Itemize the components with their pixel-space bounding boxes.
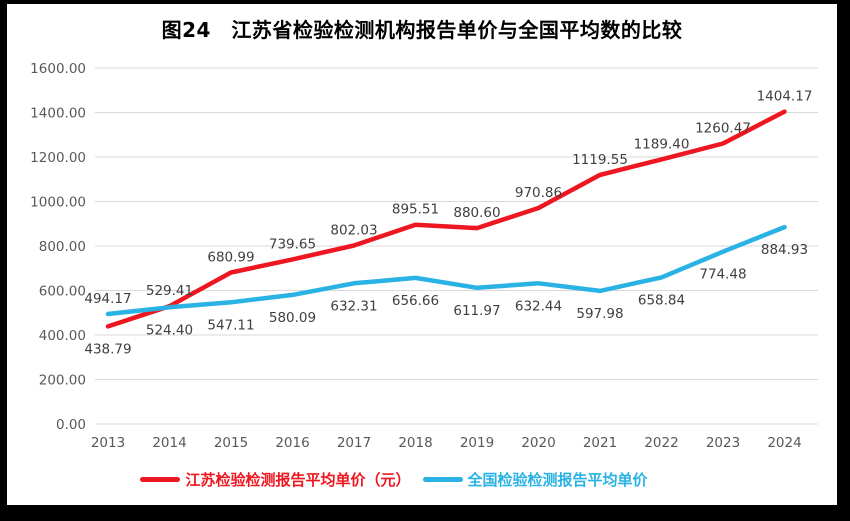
jiangsu-data-label: 802.03 bbox=[330, 223, 377, 239]
jiangsu-data-label: 680.99 bbox=[207, 249, 254, 265]
legend-item-national: 全国检验检测报告平均单价 bbox=[422, 469, 648, 490]
jiangsu-data-label: 895.51 bbox=[392, 202, 439, 218]
legend-label-national: 全国检验检测报告平均单价 bbox=[467, 471, 648, 489]
x-axis-tick-label: 2021 bbox=[583, 435, 617, 451]
jiangsu-data-label: 970.86 bbox=[515, 185, 562, 201]
national-line-swatch bbox=[422, 477, 463, 482]
y-axis-tick-label: 1200.00 bbox=[30, 150, 86, 166]
jiangsu-data-label: 1189.40 bbox=[634, 136, 690, 152]
national-data-label: 884.93 bbox=[761, 242, 808, 258]
y-axis-tick-label: 1600.00 bbox=[30, 61, 86, 77]
chart-legend: 江苏检验检测报告平均单价（元） 全国检验检测报告平均单价 bbox=[0, 469, 809, 490]
national-data-label: 632.44 bbox=[515, 298, 562, 314]
legend-item-jiangsu: 江苏检验检测报告平均单价（元） bbox=[140, 469, 411, 490]
y-axis-tick-label: 1000.00 bbox=[30, 195, 86, 211]
national-data-label: 611.97 bbox=[453, 303, 500, 319]
jiangsu-data-label: 438.79 bbox=[84, 341, 131, 357]
x-axis-tick-label: 2022 bbox=[644, 435, 678, 451]
national-data-label: 494.17 bbox=[84, 291, 131, 307]
jiangsu-data-label: 880.60 bbox=[453, 205, 500, 221]
chart-background bbox=[7, 4, 837, 505]
national-data-label: 656.66 bbox=[392, 293, 439, 309]
national-data-label: 524.40 bbox=[146, 322, 193, 338]
x-axis-tick-label: 2023 bbox=[706, 435, 740, 451]
y-axis-tick-label: 400.00 bbox=[39, 328, 86, 344]
jiangsu-line-swatch bbox=[140, 477, 181, 482]
y-axis-tick-label: 600.00 bbox=[39, 284, 86, 300]
y-axis-tick-label: 0.00 bbox=[56, 417, 86, 433]
x-axis-tick-label: 2016 bbox=[275, 435, 309, 451]
x-axis-tick-label: 2020 bbox=[521, 435, 555, 451]
y-axis-tick-label: 200.00 bbox=[39, 373, 86, 389]
y-axis-tick-label: 800.00 bbox=[39, 239, 86, 255]
jiangsu-data-label: 529.41 bbox=[146, 283, 193, 299]
national-data-label: 580.09 bbox=[269, 310, 316, 326]
jiangsu-data-label: 1119.55 bbox=[572, 152, 628, 168]
x-axis-tick-label: 2019 bbox=[460, 435, 494, 451]
x-axis-tick-label: 2015 bbox=[214, 435, 248, 451]
national-data-label: 774.48 bbox=[699, 267, 746, 283]
national-data-label: 597.98 bbox=[576, 306, 623, 322]
x-axis-tick-label: 2017 bbox=[337, 435, 371, 451]
jiangsu-data-label: 739.65 bbox=[269, 236, 316, 252]
legend-label-jiangsu: 江苏检验检测报告平均单价（元） bbox=[185, 471, 411, 489]
national-data-label: 658.84 bbox=[638, 292, 685, 308]
y-axis-tick-label: 1400.00 bbox=[30, 106, 86, 122]
jiangsu-data-label: 1404.17 bbox=[757, 89, 813, 105]
jiangsu-data-label: 1260.47 bbox=[695, 121, 751, 137]
national-series-line bbox=[105, 224, 787, 317]
x-axis-tick-label: 2024 bbox=[767, 435, 801, 451]
jiangsu-series-line bbox=[105, 109, 787, 329]
x-axis-tick-label: 2018 bbox=[398, 435, 432, 451]
national-data-label: 632.31 bbox=[330, 298, 377, 314]
national-data-label: 547.11 bbox=[207, 317, 254, 333]
x-axis-tick-label: 2014 bbox=[152, 435, 186, 451]
chart-title: 图24 江苏省检验检测机构报告单价与全国平均数的比较 bbox=[161, 18, 683, 42]
x-axis-tick-label: 2013 bbox=[91, 435, 125, 451]
